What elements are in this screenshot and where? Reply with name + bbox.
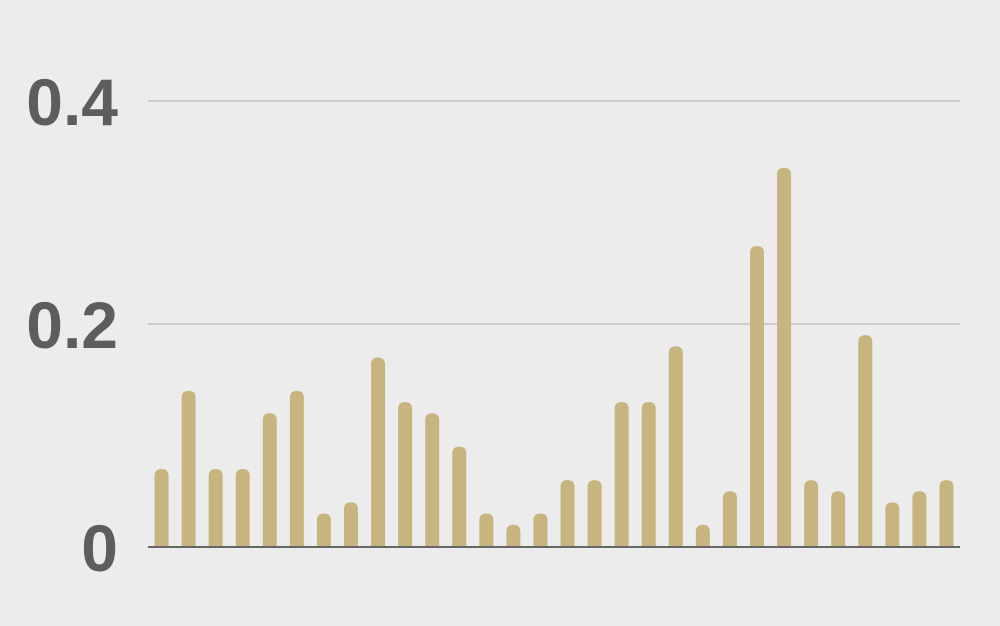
- bar: [425, 413, 440, 547]
- bar: [912, 491, 927, 547]
- bar: [695, 524, 710, 547]
- bar: [371, 357, 386, 547]
- bar: [777, 167, 792, 547]
- bar: [614, 402, 629, 547]
- bar: [479, 513, 494, 547]
- bar: [804, 480, 819, 547]
- bar: [506, 524, 521, 547]
- bar: [181, 390, 196, 547]
- y-tick-label: 0.2: [26, 288, 118, 362]
- y-tick-label: 0.4: [26, 65, 118, 139]
- bar: [398, 402, 413, 547]
- bar: [668, 346, 683, 547]
- bar: [208, 468, 223, 547]
- bar: [858, 335, 873, 547]
- bar: [722, 491, 737, 547]
- bar: [750, 245, 764, 547]
- bar: [533, 513, 548, 547]
- bar: [560, 480, 575, 547]
- bar: [316, 513, 331, 547]
- bar: [262, 413, 277, 547]
- bar: [885, 502, 900, 547]
- bar: [344, 502, 358, 547]
- bar: [452, 446, 467, 547]
- bar: [831, 491, 846, 547]
- bar: [939, 480, 954, 547]
- bar: [587, 480, 602, 547]
- bar: [235, 468, 250, 547]
- y-tick-label: 0: [81, 511, 118, 585]
- bar: [289, 390, 304, 547]
- bar: [154, 468, 169, 547]
- bar: [641, 402, 656, 547]
